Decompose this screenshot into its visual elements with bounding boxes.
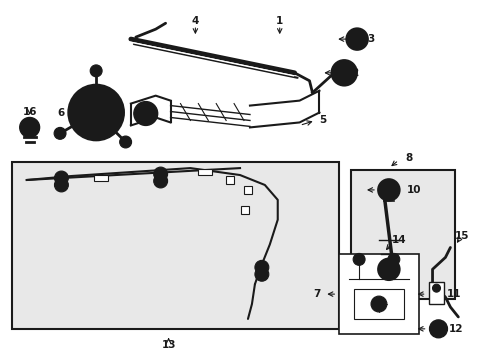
Bar xyxy=(241,206,248,214)
Text: 10: 10 xyxy=(406,185,420,195)
Circle shape xyxy=(434,325,441,332)
Text: 4: 4 xyxy=(191,16,199,26)
Circle shape xyxy=(90,65,102,77)
Circle shape xyxy=(26,123,34,131)
Bar xyxy=(94,175,108,181)
Text: 15: 15 xyxy=(454,230,468,240)
Bar xyxy=(353,289,403,319)
Circle shape xyxy=(352,253,365,265)
Text: 3: 3 xyxy=(366,34,374,44)
Bar xyxy=(350,170,454,299)
Circle shape xyxy=(346,28,367,50)
Bar xyxy=(244,186,251,194)
Circle shape xyxy=(331,60,356,86)
Text: 11: 11 xyxy=(446,289,461,299)
Text: 14: 14 xyxy=(391,234,405,244)
Text: 12: 12 xyxy=(448,324,463,334)
Circle shape xyxy=(68,85,123,140)
Text: 7: 7 xyxy=(313,289,321,299)
Circle shape xyxy=(54,178,68,192)
Bar xyxy=(12,162,339,329)
Text: 1: 1 xyxy=(276,16,283,26)
Text: 9: 9 xyxy=(407,264,414,274)
Circle shape xyxy=(254,267,268,281)
Circle shape xyxy=(350,33,362,45)
Bar xyxy=(339,255,418,334)
Circle shape xyxy=(20,117,40,137)
Circle shape xyxy=(134,102,157,125)
Circle shape xyxy=(387,253,399,265)
Text: 13: 13 xyxy=(161,340,176,350)
Text: 16: 16 xyxy=(22,107,37,117)
Circle shape xyxy=(377,258,399,280)
Text: 6: 6 xyxy=(58,108,65,117)
Circle shape xyxy=(120,136,131,148)
Circle shape xyxy=(141,109,150,118)
Bar xyxy=(198,169,212,175)
Bar xyxy=(225,176,234,184)
Circle shape xyxy=(384,265,392,273)
Circle shape xyxy=(54,127,66,139)
Circle shape xyxy=(79,96,113,129)
Circle shape xyxy=(254,260,268,274)
Circle shape xyxy=(432,284,440,292)
Text: 5: 5 xyxy=(318,116,325,126)
Circle shape xyxy=(428,320,447,338)
Circle shape xyxy=(153,167,167,181)
Text: 2: 2 xyxy=(351,68,358,78)
Circle shape xyxy=(384,186,392,194)
Circle shape xyxy=(370,296,386,312)
Circle shape xyxy=(153,174,167,188)
Circle shape xyxy=(377,179,399,201)
Text: 8: 8 xyxy=(404,153,411,163)
Circle shape xyxy=(54,171,68,185)
Bar xyxy=(427,282,444,304)
Circle shape xyxy=(337,66,350,80)
